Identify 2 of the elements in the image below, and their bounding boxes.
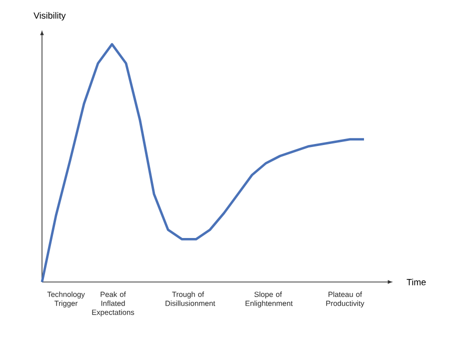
x-axis-title: Time	[406, 278, 426, 286]
y-axis-title: Visibility	[34, 12, 66, 20]
